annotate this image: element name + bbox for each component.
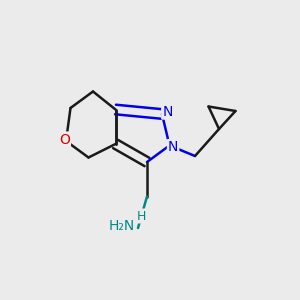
- Text: H: H: [137, 209, 146, 223]
- Text: O: O: [59, 133, 70, 146]
- Text: H₂N: H₂N: [109, 220, 135, 233]
- Text: N: N: [162, 105, 172, 118]
- Text: N: N: [168, 140, 178, 154]
